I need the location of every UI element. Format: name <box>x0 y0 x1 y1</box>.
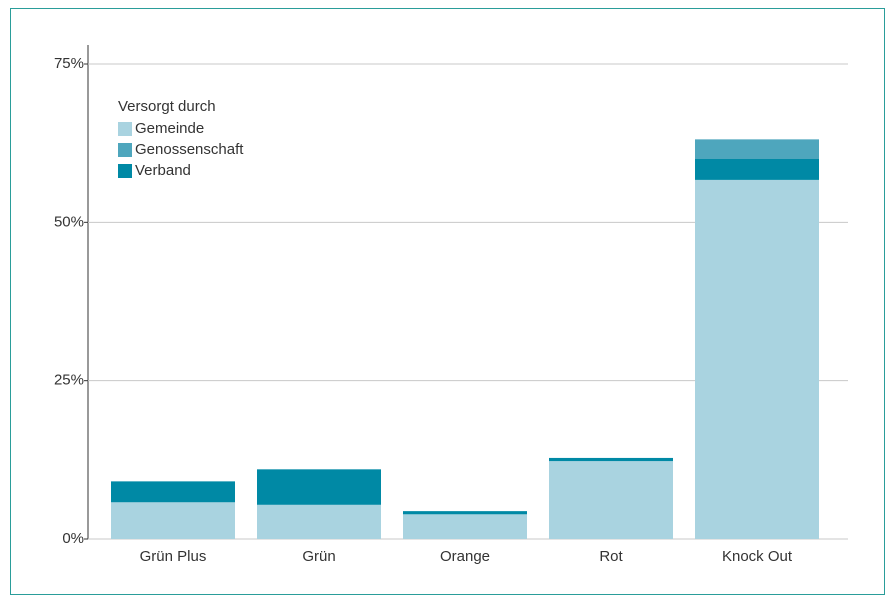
x-tick-label: Knock Out <box>722 548 793 565</box>
x-tick-label: Rot <box>599 548 623 565</box>
bar-segment <box>111 502 235 539</box>
bar-segment <box>111 481 235 503</box>
bar-segment <box>257 504 381 539</box>
bar-segment <box>403 514 527 539</box>
legend-swatch <box>118 143 132 157</box>
legend-swatch <box>118 122 132 136</box>
bar-segment <box>403 511 527 515</box>
legend-label: Gemeinde <box>135 120 204 137</box>
legend-label: Verband <box>135 162 191 179</box>
x-tick-label: Grün <box>302 548 335 565</box>
bar-segment <box>695 139 819 159</box>
y-tick-label: 50% <box>54 213 84 230</box>
bar-segment <box>549 457 673 462</box>
legend-title: Versorgt durch <box>118 98 216 115</box>
y-tick-label: 0% <box>62 530 84 547</box>
bar-segment <box>549 461 673 539</box>
x-tick-label: Grün Plus <box>140 548 207 565</box>
legend-swatch <box>118 164 132 178</box>
legend-label: Genossenschaft <box>135 141 244 158</box>
x-tick-label: Orange <box>440 548 490 565</box>
bar-segment <box>695 159 819 180</box>
bar-segment <box>257 469 381 505</box>
y-tick-label: 75% <box>54 55 84 72</box>
y-tick-label: 25% <box>54 372 84 389</box>
bar-segment <box>695 179 819 539</box>
